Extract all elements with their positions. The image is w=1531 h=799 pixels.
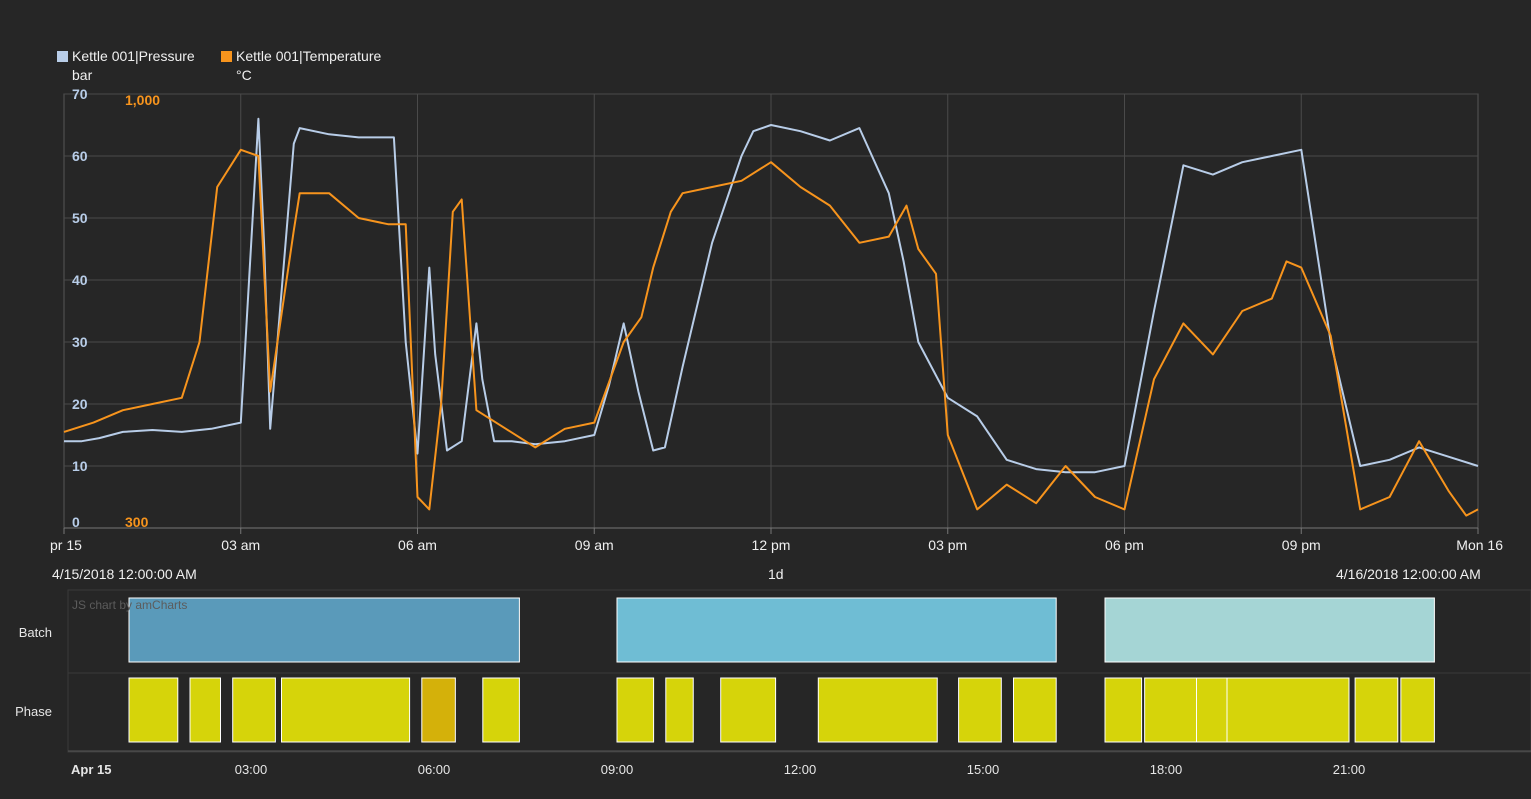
range-start-label: 4/15/2018 12:00:00 AM [52, 566, 197, 582]
batch-bar [128, 597, 520, 663]
gantt-x-tick-label: 06:00 [418, 762, 451, 777]
batch-phase-gantt: Batch Phase Apr 15 03:00 06:00 09:00 12:00 15:0… [15, 589, 1531, 777]
x-axis-tick-label: 09 am [575, 537, 614, 553]
gantt-x-tick-label: Apr 15 [71, 762, 111, 777]
temperature-unit-label: °C [236, 67, 252, 83]
line-chart: 0 10 20 30 40 50 60 70 300 1,000 pr 15 03 am 06 am 09… [50, 86, 1503, 553]
phase-bar [665, 677, 694, 743]
legend-item-temperature[interactable]: Kettle 001|Temperature °C [221, 47, 381, 85]
left-axis-tick-label: 10 [72, 458, 88, 474]
range-end-label: 4/16/2018 12:00:00 AM [1336, 566, 1481, 582]
gantt-x-tick-label: 09:00 [601, 762, 634, 777]
phase-bar [1226, 677, 1350, 743]
batch-bar [1104, 597, 1435, 663]
gantt-x-tick-label: 03:00 [235, 762, 268, 777]
left-axis-tick-label: 50 [72, 210, 88, 226]
left-axis-tick-label: 30 [72, 334, 88, 350]
pressure-unit-label: bar [72, 67, 93, 83]
gantt-row-label: Batch [19, 625, 52, 640]
phase-bar [1196, 677, 1228, 743]
legend-item-pressure[interactable]: Kettle 001|Pressure bar [57, 47, 195, 85]
left-axis-tick-label: 60 [72, 148, 88, 164]
phase-bar [1013, 677, 1057, 743]
pressure-series-line [64, 117, 1479, 474]
left-axis-tick-label: 0 [72, 514, 80, 530]
phase-bar [482, 677, 520, 743]
temperature-series-line [63, 148, 1479, 517]
left-axis-tick-label: 70 [72, 86, 88, 102]
phase-bar [1354, 677, 1399, 743]
pressure-legend-label: Kettle 001|Pressure [72, 48, 195, 64]
x-axis-tick-label: 09 pm [1282, 537, 1321, 553]
x-axis-tick-label: 03 pm [928, 537, 967, 553]
amcharts-credit[interactable]: JS chart by amCharts [72, 598, 188, 612]
x-axis-tick-label: Mon 16 [1456, 537, 1503, 553]
gantt-x-tick-label: 15:00 [967, 762, 1000, 777]
phase-bar [1144, 677, 1198, 743]
phase-bar [616, 677, 655, 743]
gantt-x-tick-label: 21:00 [1333, 762, 1366, 777]
x-axis-tick-label: pr 15 [50, 537, 82, 553]
range-period-label: 1d [768, 566, 784, 582]
temperature-legend-swatch [221, 51, 232, 62]
phase-bar [720, 677, 777, 743]
right-axis-tick-label: 300 [125, 514, 149, 530]
phase-bar [817, 677, 938, 743]
phase-bar [128, 677, 179, 743]
gantt-x-tick-label: 18:00 [1150, 762, 1183, 777]
x-axis-tick-label: 06 am [398, 537, 437, 553]
gantt-row-label: Phase [15, 704, 52, 719]
phase-bar [421, 677, 456, 743]
right-axis-tick-label: 1,000 [125, 92, 160, 108]
phase-bar [1400, 677, 1435, 743]
temperature-legend-label: Kettle 001|Temperature [236, 48, 382, 64]
phase-bar [1104, 677, 1143, 743]
batch-bar [616, 597, 1057, 663]
phase-bar [958, 677, 1002, 743]
phase-bar [232, 677, 276, 743]
left-axis-tick-label: 40 [72, 272, 88, 288]
x-axis-tick-label: 03 am [221, 537, 260, 553]
x-axis-tick-label: 06 pm [1105, 537, 1144, 553]
left-axis-tick-label: 20 [72, 396, 88, 412]
pressure-legend-swatch [57, 51, 68, 62]
gantt-x-tick-label: 12:00 [784, 762, 817, 777]
phase-bar [189, 677, 221, 743]
phase-bar [281, 677, 411, 743]
x-axis-tick-label: 12 pm [752, 537, 791, 553]
